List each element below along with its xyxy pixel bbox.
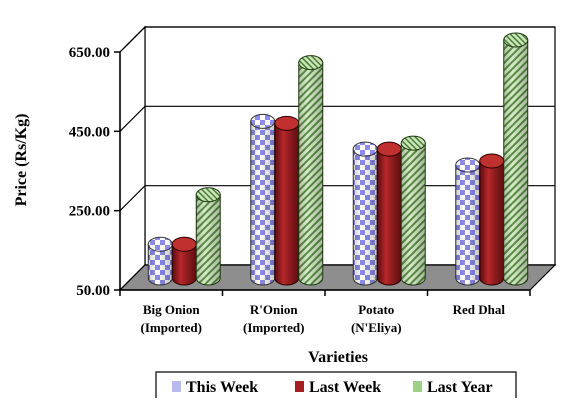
- x-tick-label: R'Onion (Imported): [243, 302, 304, 335]
- bar-shade: [275, 123, 299, 285]
- bar-top: [275, 116, 299, 130]
- x-tick-labels: Big Onion (Imported) R'Onion (Imported) Pota…: [141, 302, 506, 335]
- legend-swatch: [295, 381, 304, 392]
- bar: [275, 116, 299, 285]
- legend-swatch: [172, 381, 181, 392]
- legend-label: Last Week: [309, 379, 381, 396]
- bar: [377, 142, 401, 285]
- bar: [196, 188, 220, 285]
- bar: [353, 142, 377, 285]
- legend-swatch: [413, 381, 422, 392]
- y-axis-title: Price (Rs/Kg): [13, 114, 30, 207]
- bar-shade: [299, 63, 323, 285]
- x-tick-label: Red Dhal: [453, 302, 506, 317]
- y-tick-label: 50.00: [76, 283, 110, 299]
- x-tick-label: Big Onion (Imported): [141, 302, 202, 335]
- bar-top: [251, 114, 275, 128]
- bar-top: [299, 56, 323, 70]
- bar: [148, 237, 172, 285]
- bar: [172, 237, 196, 285]
- bar: [456, 158, 480, 285]
- bar: [251, 114, 275, 285]
- bar: [480, 154, 504, 285]
- bar: [504, 33, 528, 285]
- bar-top: [504, 33, 528, 47]
- y-tick-labels: 650.00 450.00 250.00 50.00: [69, 45, 110, 299]
- y-tick-label: 450.00: [69, 124, 110, 140]
- legend-label: This Week: [186, 379, 258, 396]
- bar-top: [377, 142, 401, 156]
- y-tick-label: 650.00: [69, 45, 110, 61]
- bar-shade: [401, 143, 425, 285]
- y-tick-label: 250.00: [69, 204, 110, 220]
- bar-shade: [504, 40, 528, 285]
- bar: [299, 56, 323, 285]
- bar-top: [401, 136, 425, 150]
- bar-top: [480, 154, 504, 168]
- bar-shade: [251, 121, 275, 285]
- x-tick-label: Potato (N'Eliya): [351, 302, 402, 335]
- bar-top: [148, 237, 172, 251]
- legend: This Week Last Week Last Year: [156, 372, 516, 398]
- bar-top: [353, 142, 377, 156]
- bar-top: [456, 158, 480, 172]
- bar-top: [172, 237, 196, 251]
- bar-shade: [480, 161, 504, 285]
- bar-shade: [196, 195, 220, 285]
- x-axis-title: Varieties: [308, 349, 368, 366]
- side-wall: [120, 27, 145, 290]
- bar-shade: [353, 149, 377, 285]
- bar-shade: [456, 165, 480, 285]
- bar: [401, 136, 425, 285]
- legend-label: Last Year: [427, 379, 493, 396]
- bar-top: [196, 188, 220, 202]
- bar-shade: [377, 149, 401, 285]
